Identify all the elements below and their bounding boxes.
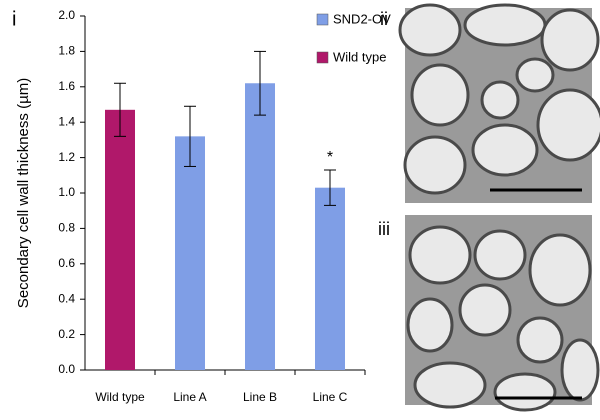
bar — [245, 83, 275, 370]
panel-label: iii — [378, 219, 390, 239]
bar — [175, 136, 205, 370]
y-tick-label: 1.6 — [58, 79, 75, 93]
legend-swatch — [316, 51, 329, 64]
y-tick-label: 0.4 — [58, 291, 75, 305]
y-tick-label: 1.0 — [58, 185, 75, 199]
legend-label: SND2-OV — [333, 11, 391, 26]
bar — [315, 187, 345, 370]
micrograph — [405, 215, 600, 412]
x-tick-label: Line A — [173, 390, 206, 404]
y-tick-label: 0.2 — [58, 327, 75, 341]
x-tick-label: Wild type — [95, 390, 145, 404]
y-tick-label: 1.8 — [58, 44, 75, 58]
y-tick-label: 2.0 — [58, 8, 75, 22]
y-tick-label: 0.8 — [58, 221, 75, 235]
bar — [105, 109, 135, 370]
y-tick-label: 1.4 — [58, 114, 75, 128]
legend-label: Wild type — [333, 49, 386, 64]
legend-swatch — [316, 13, 329, 26]
annotation: * — [327, 149, 333, 166]
y-axis-label: Secondary cell wall thickness (µm) — [15, 78, 32, 308]
micrograph — [398, 3, 600, 203]
y-tick-label: 0.6 — [58, 256, 75, 270]
x-tick-label: Line B — [243, 390, 277, 404]
x-tick-label: Line C — [313, 390, 348, 404]
panel-label: i — [12, 8, 16, 30]
panel-label: ii — [380, 9, 388, 29]
y-tick-label: 1.2 — [58, 150, 75, 164]
y-tick-label: 0.0 — [58, 362, 75, 376]
